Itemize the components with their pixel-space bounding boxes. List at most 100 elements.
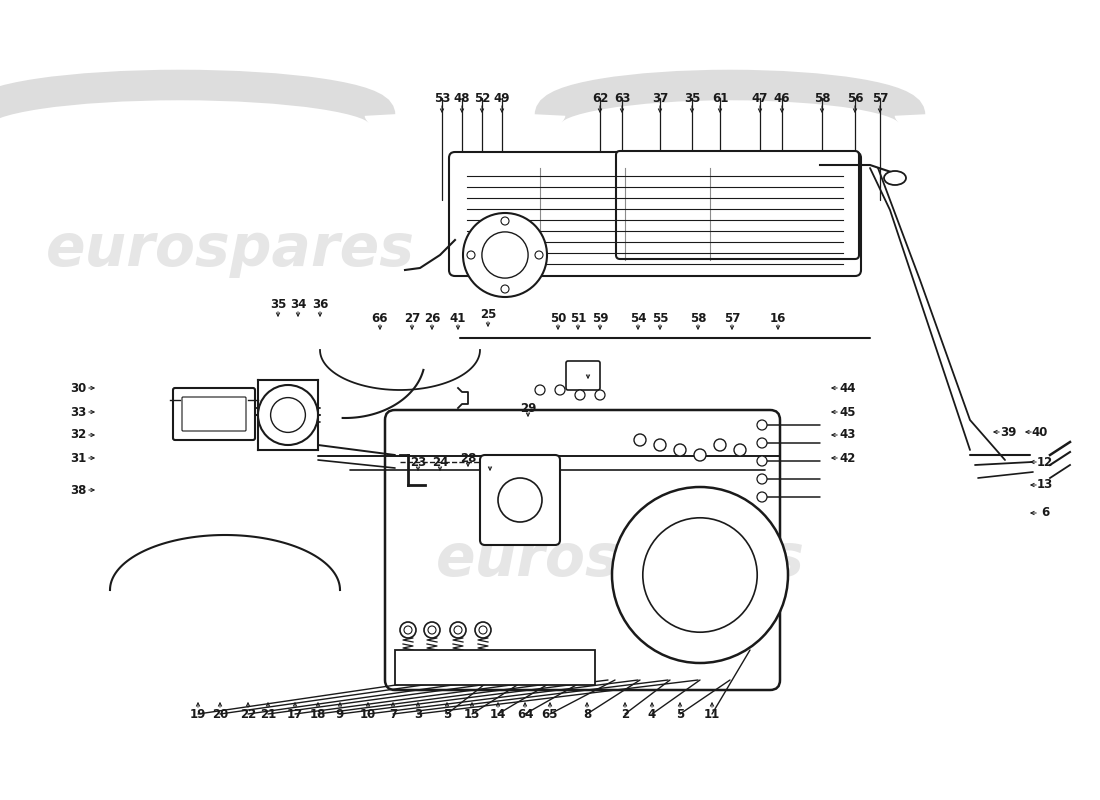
Text: 51: 51 <box>570 311 586 325</box>
Text: 2: 2 <box>620 707 629 721</box>
Text: 43: 43 <box>839 429 856 442</box>
FancyBboxPatch shape <box>173 388 255 440</box>
Text: 59: 59 <box>592 311 608 325</box>
Text: 8: 8 <box>583 707 591 721</box>
Text: 17: 17 <box>287 707 304 721</box>
Text: 18: 18 <box>310 707 327 721</box>
Text: 58: 58 <box>690 311 706 325</box>
Text: 29: 29 <box>520 402 536 414</box>
Text: 48: 48 <box>453 91 471 105</box>
Text: 31: 31 <box>70 451 86 465</box>
Circle shape <box>556 385 565 395</box>
Text: 62: 62 <box>592 91 608 105</box>
Text: 50: 50 <box>550 311 566 325</box>
Text: 22: 22 <box>240 707 256 721</box>
Text: 9: 9 <box>336 707 344 721</box>
Text: 35: 35 <box>270 298 286 311</box>
Circle shape <box>500 217 509 225</box>
Text: 13: 13 <box>1037 478 1053 491</box>
Ellipse shape <box>884 171 906 185</box>
Text: 33: 33 <box>70 406 86 418</box>
Text: 24: 24 <box>432 455 448 469</box>
Text: 63: 63 <box>614 91 630 105</box>
Text: 34: 34 <box>289 298 306 311</box>
Circle shape <box>535 251 543 259</box>
Circle shape <box>271 398 306 432</box>
Text: 5: 5 <box>443 707 451 721</box>
Text: 49: 49 <box>494 91 510 105</box>
Text: 11: 11 <box>704 707 720 721</box>
Text: 60: 60 <box>580 363 596 377</box>
Text: 36: 36 <box>311 298 328 311</box>
Text: 39: 39 <box>1000 426 1016 438</box>
Circle shape <box>757 438 767 448</box>
Text: 30: 30 <box>70 382 86 394</box>
Circle shape <box>757 474 767 484</box>
Circle shape <box>400 622 416 638</box>
Circle shape <box>757 420 767 430</box>
Text: 19: 19 <box>190 707 206 721</box>
FancyBboxPatch shape <box>566 361 600 390</box>
Text: 47: 47 <box>751 91 768 105</box>
Text: 10: 10 <box>360 707 376 721</box>
FancyBboxPatch shape <box>449 152 861 276</box>
Circle shape <box>258 385 318 445</box>
Text: 57: 57 <box>724 311 740 325</box>
Circle shape <box>642 518 757 632</box>
Text: 45: 45 <box>839 406 856 418</box>
Circle shape <box>468 251 475 259</box>
Text: 16: 16 <box>770 311 786 325</box>
Text: 21: 21 <box>260 707 276 721</box>
Circle shape <box>654 439 666 451</box>
Text: 37: 37 <box>652 91 668 105</box>
Circle shape <box>454 626 462 634</box>
Circle shape <box>595 390 605 400</box>
FancyBboxPatch shape <box>480 455 560 545</box>
Circle shape <box>757 492 767 502</box>
Text: 58: 58 <box>814 91 830 105</box>
Text: 35: 35 <box>684 91 701 105</box>
Bar <box>395 650 595 685</box>
Circle shape <box>478 626 487 634</box>
Text: 55: 55 <box>651 311 669 325</box>
Text: 15: 15 <box>464 707 481 721</box>
Circle shape <box>482 232 528 278</box>
Text: 12: 12 <box>1037 455 1053 469</box>
Text: 3: 3 <box>414 707 422 721</box>
FancyBboxPatch shape <box>616 151 859 259</box>
Circle shape <box>612 487 788 663</box>
Text: eurospares: eurospares <box>45 222 415 278</box>
Text: 42: 42 <box>839 451 856 465</box>
Text: 27: 27 <box>404 311 420 325</box>
Text: 25: 25 <box>480 309 496 322</box>
Circle shape <box>428 626 436 634</box>
Text: 32: 32 <box>70 429 86 442</box>
Text: 54: 54 <box>629 311 647 325</box>
Text: 23: 23 <box>410 455 426 469</box>
Text: 6: 6 <box>1041 506 1049 519</box>
Text: 14: 14 <box>490 707 506 721</box>
Text: 66: 66 <box>372 311 388 325</box>
Text: 1: 1 <box>486 455 494 469</box>
Text: eurospares: eurospares <box>436 531 804 589</box>
FancyBboxPatch shape <box>182 397 246 431</box>
Text: 38: 38 <box>69 483 86 497</box>
Circle shape <box>694 449 706 461</box>
Text: 41: 41 <box>450 311 466 325</box>
Text: 64: 64 <box>517 707 534 721</box>
Circle shape <box>674 444 686 456</box>
Text: 44: 44 <box>839 382 856 394</box>
Circle shape <box>475 622 491 638</box>
Text: 46: 46 <box>773 91 790 105</box>
Circle shape <box>424 622 440 638</box>
Text: 7: 7 <box>389 707 397 721</box>
Text: 57: 57 <box>872 91 888 105</box>
Text: 5: 5 <box>675 707 684 721</box>
Circle shape <box>634 434 646 446</box>
Circle shape <box>498 478 542 522</box>
Circle shape <box>575 390 585 400</box>
Circle shape <box>450 622 466 638</box>
Circle shape <box>500 285 509 293</box>
Circle shape <box>463 213 547 297</box>
FancyBboxPatch shape <box>385 410 780 690</box>
